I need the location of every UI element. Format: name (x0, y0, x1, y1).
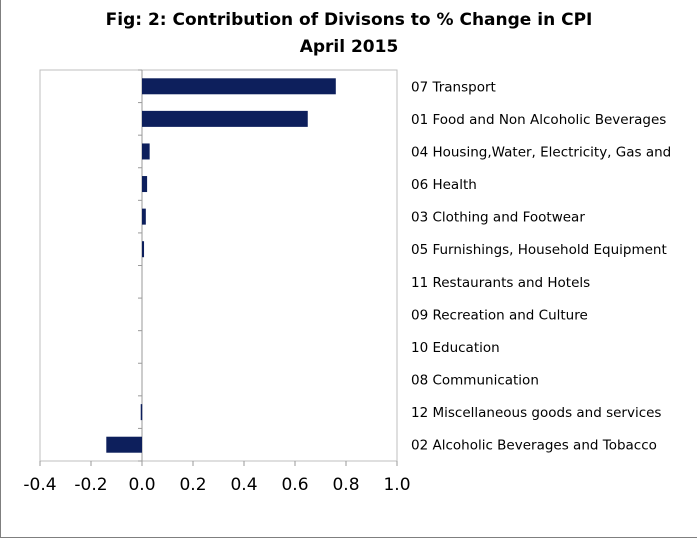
category-label: 02 Alcoholic Beverages and Tobacco (411, 438, 657, 454)
plot-area (39, 69, 398, 462)
category-label: 09 Recreation and Culture (411, 307, 588, 323)
x-tick-label: -0.2 (74, 475, 107, 495)
category-label: 10 Education (411, 340, 500, 356)
category-label: 12 Miscellaneous goods and services (411, 405, 661, 421)
bar (106, 436, 142, 453)
x-tick-label: 0.2 (179, 475, 206, 495)
category-label: 07 Transport (411, 79, 496, 95)
bar (142, 208, 146, 225)
category-label: 01 Food and Non Alcoholic Beverages (411, 112, 666, 128)
bar (140, 404, 143, 421)
chart-subtitle: April 2015 (299, 37, 399, 57)
bar (142, 78, 336, 95)
category-label: 05 Furnishings, Household Equipment (411, 242, 667, 258)
bar (142, 143, 150, 160)
category-label: 11 Restaurants and Hotels (411, 275, 590, 291)
x-tick-label: 1.0 (383, 475, 410, 495)
bar (142, 241, 145, 258)
x-tick-label: 0.6 (281, 475, 308, 495)
chart-title: Fig: 2: Contribution of Divisons to % Ch… (105, 10, 593, 30)
category-label: 08 Communication (411, 373, 539, 389)
category-label: 04 Housing,Water, Electricity, Gas and (411, 144, 671, 160)
bar (142, 176, 148, 193)
category-label: 03 Clothing and Footwear (411, 210, 585, 226)
category-label: 06 Health (411, 177, 477, 193)
x-tick-label: 0.8 (332, 475, 359, 495)
x-tick-label: 0.4 (230, 475, 257, 495)
bar (142, 110, 308, 127)
x-tick-label: -0.4 (23, 475, 56, 495)
x-tick-label: 0.0 (128, 475, 155, 495)
